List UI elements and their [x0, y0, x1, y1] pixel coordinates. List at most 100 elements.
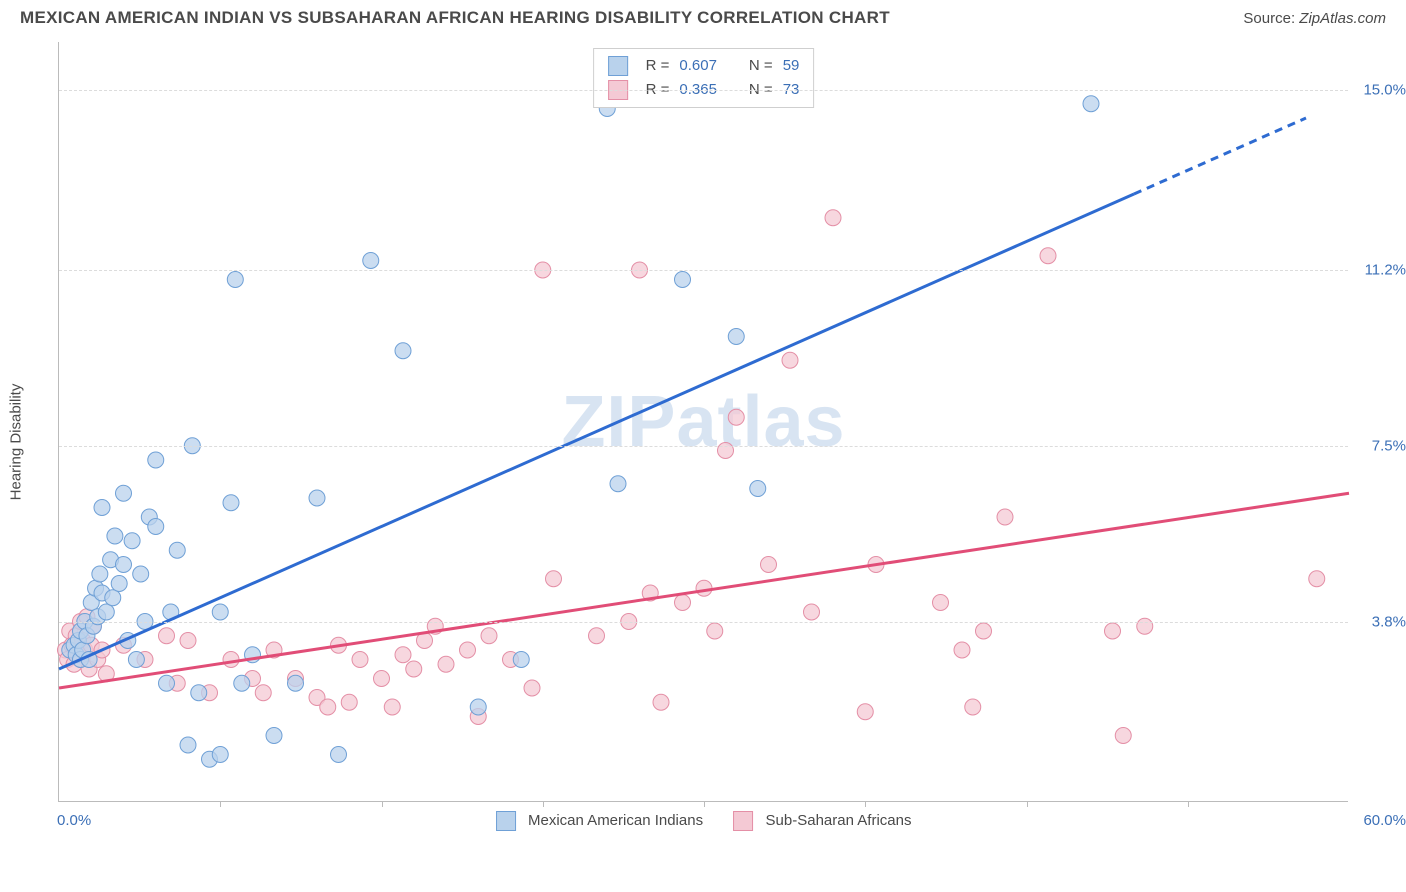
- scatter-point-pink: [782, 352, 798, 368]
- scatter-point-blue: [363, 253, 379, 269]
- scatter-point-pink: [255, 685, 271, 701]
- scatter-point-pink: [965, 699, 981, 715]
- trend-line-blue: [59, 194, 1134, 669]
- scatter-point-blue: [98, 604, 114, 620]
- scatter-point-blue: [610, 476, 626, 492]
- scatter-point-blue: [227, 272, 243, 288]
- scatter-point-blue: [750, 481, 766, 497]
- swatch-blue: [608, 56, 628, 76]
- x-tick: [220, 801, 221, 807]
- scatter-point-blue: [169, 542, 185, 558]
- scatter-point-blue: [94, 500, 110, 516]
- y-axis-label: Hearing Disability: [8, 384, 25, 501]
- y-tick-label: 7.5%: [1372, 437, 1406, 454]
- plot-area: ZIPatlas R = 0.607 N = 59 R = 0.365 N = …: [58, 42, 1348, 802]
- gridline-h: [59, 90, 1348, 91]
- scatter-point-blue: [331, 747, 347, 763]
- r-label: R =: [646, 54, 670, 78]
- chart-svg: [59, 42, 1348, 801]
- gridline-h: [59, 270, 1348, 271]
- scatter-point-pink: [825, 210, 841, 226]
- scatter-point-blue: [133, 566, 149, 582]
- scatter-point-pink: [180, 633, 196, 649]
- gridline-h: [59, 622, 1348, 623]
- x-tick: [1188, 801, 1189, 807]
- scatter-point-pink: [675, 595, 691, 611]
- x-tick: [543, 801, 544, 807]
- scatter-point-blue: [92, 566, 108, 582]
- x-tick: [382, 801, 383, 807]
- scatter-point-blue: [105, 590, 121, 606]
- scatter-point-blue: [148, 519, 164, 535]
- trend-line-blue-dashed: [1134, 118, 1306, 194]
- legend-label-blue: Mexican American Indians: [528, 812, 703, 829]
- swatch-pink: [733, 811, 753, 831]
- scatter-point-pink: [524, 680, 540, 696]
- scatter-point-pink: [438, 656, 454, 672]
- legend-item-pink: Sub-Saharan Africans: [733, 811, 911, 831]
- scatter-point-blue: [116, 485, 132, 501]
- scatter-point-pink: [374, 671, 390, 687]
- scatter-point-pink: [707, 623, 723, 639]
- scatter-point-blue: [148, 452, 164, 468]
- scatter-point-blue: [395, 343, 411, 359]
- y-tick-label: 3.8%: [1372, 613, 1406, 630]
- scatter-point-pink: [320, 699, 336, 715]
- scatter-point-pink: [159, 628, 175, 644]
- scatter-point-pink: [589, 628, 605, 644]
- scatter-point-blue: [223, 495, 239, 511]
- chart-title: MEXICAN AMERICAN INDIAN VS SUBSAHARAN AF…: [20, 8, 890, 28]
- scatter-point-pink: [460, 642, 476, 658]
- y-tick-label: 15.0%: [1363, 81, 1406, 98]
- y-tick-label: 11.2%: [1365, 262, 1406, 279]
- scatter-point-blue: [675, 272, 691, 288]
- scatter-point-pink: [546, 571, 562, 587]
- scatter-point-blue: [212, 604, 228, 620]
- scatter-point-pink: [223, 652, 239, 668]
- scatter-point-pink: [997, 509, 1013, 525]
- scatter-point-blue: [111, 576, 127, 592]
- swatch-blue: [496, 811, 516, 831]
- scatter-point-blue: [107, 528, 123, 544]
- scatter-point-pink: [933, 595, 949, 611]
- scatter-point-pink: [481, 628, 497, 644]
- x-min-label: 0.0%: [57, 812, 91, 829]
- stats-row-blue: R = 0.607 N = 59: [608, 54, 800, 78]
- scatter-point-pink: [696, 580, 712, 596]
- scatter-point-pink: [384, 699, 400, 715]
- r-value-blue: 0.607: [679, 54, 717, 78]
- scatter-point-blue: [309, 490, 325, 506]
- scatter-point-blue: [159, 675, 175, 691]
- n-value-blue: 59: [783, 54, 800, 78]
- legend-label-pink: Sub-Saharan Africans: [766, 812, 912, 829]
- scatter-point-pink: [761, 557, 777, 573]
- n-label: N =: [749, 54, 773, 78]
- scatter-point-pink: [1040, 248, 1056, 264]
- scatter-point-pink: [728, 409, 744, 425]
- chart-source: Source: ZipAtlas.com: [1243, 10, 1386, 27]
- scatter-point-pink: [857, 704, 873, 720]
- series-legend: Mexican American Indians Sub-Saharan Afr…: [496, 811, 912, 831]
- x-tick: [704, 801, 705, 807]
- trend-line-pink: [59, 493, 1349, 688]
- scatter-point-pink: [352, 652, 368, 668]
- scatter-point-blue: [191, 685, 207, 701]
- scatter-point-pink: [1115, 728, 1131, 744]
- chart-area: Hearing Disability ZIPatlas R = 0.607 N …: [20, 42, 1386, 842]
- stats-legend: R = 0.607 N = 59 R = 0.365 N = 73: [593, 48, 815, 108]
- scatter-point-pink: [406, 661, 422, 677]
- x-tick: [865, 801, 866, 807]
- scatter-point-blue: [288, 675, 304, 691]
- x-tick: [1027, 801, 1028, 807]
- x-max-label: 60.0%: [1363, 812, 1406, 829]
- scatter-point-blue: [234, 675, 250, 691]
- scatter-point-pink: [1105, 623, 1121, 639]
- scatter-point-pink: [341, 694, 357, 710]
- gridline-h: [59, 446, 1348, 447]
- chart-header: MEXICAN AMERICAN INDIAN VS SUBSAHARAN AF…: [0, 0, 1406, 34]
- scatter-point-blue: [728, 329, 744, 345]
- scatter-point-pink: [395, 647, 411, 663]
- scatter-point-pink: [1309, 571, 1325, 587]
- source-name: ZipAtlas.com: [1299, 10, 1386, 27]
- scatter-point-blue: [470, 699, 486, 715]
